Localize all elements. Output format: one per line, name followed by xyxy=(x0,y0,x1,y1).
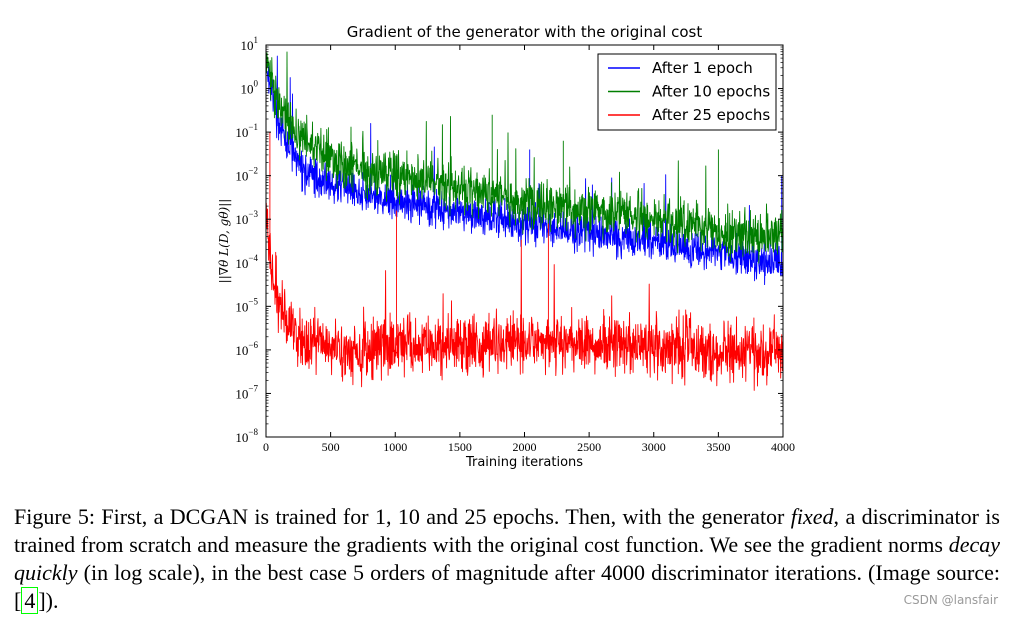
caption-text-1: Figure 5: First, a DCGAN is trained for … xyxy=(14,504,791,529)
caption-text-2: , a discriminator is trained from scratc… xyxy=(14,504,1000,557)
y-axis-label: ||∇θ L(D, gθ)|| xyxy=(217,199,231,284)
x-axis-label: Training iterations xyxy=(465,455,583,470)
x-tick-label: 2000 xyxy=(513,440,537,454)
x-tick-label: 500 xyxy=(322,440,340,454)
y-tick-label: 10−7 xyxy=(235,383,258,401)
caption-text-4: ]). xyxy=(38,588,59,613)
y-tick-label: 10−2 xyxy=(235,166,258,184)
y-tick-label: 10−3 xyxy=(235,209,258,227)
series-lines xyxy=(266,51,783,391)
caption-text-3: (in log scale), in the best case 5 order… xyxy=(14,560,1000,613)
x-tick-label: 3000 xyxy=(642,440,666,454)
chart-title: Gradient of the generator with the origi… xyxy=(347,23,703,41)
x-tick-label: 1500 xyxy=(448,440,472,454)
figure-caption: Figure 5: First, a DCGAN is trained for … xyxy=(14,503,1000,615)
y-tick-label: 101 xyxy=(241,35,259,53)
caption-fixed: fixed xyxy=(790,504,834,529)
x-tick-label: 1000 xyxy=(383,440,407,454)
x-tick-label: 2500 xyxy=(577,440,601,454)
y-tick-label: 10−1 xyxy=(235,122,258,140)
legend-label-2: After 10 epochs xyxy=(652,83,770,101)
legend-label-1: After 1 epoch xyxy=(652,59,753,77)
watermark: CSDN @lansfair xyxy=(903,593,998,607)
chart: 0 500 1000 1500 2000 2500 3000 3500 4000 101 100 10… xyxy=(217,23,795,470)
legend-label-3: After 25 epochs xyxy=(652,106,770,124)
y-tick-label: 10−6 xyxy=(235,340,258,358)
axes: 0 500 1000 1500 2000 2500 3000 3500 4000 101 100 10… xyxy=(217,23,795,470)
series-line-3 xyxy=(266,132,783,391)
y-tick-label: 10−5 xyxy=(235,296,258,314)
plot-area xyxy=(266,51,783,391)
series-line-2 xyxy=(266,51,783,264)
x-tick-label: 4000 xyxy=(771,440,795,454)
citation-link[interactable]: 4 xyxy=(21,587,39,614)
legend: After 1 epoch After 10 epochs After 25 epo… xyxy=(597,53,777,131)
x-tick-label: 0 xyxy=(263,440,269,454)
y-tick-label: 10−8 xyxy=(235,427,258,445)
x-tick-label: 3500 xyxy=(706,440,730,454)
y-tick-label: 10−4 xyxy=(235,253,258,271)
caption-decay: decay quickly xyxy=(14,532,1000,585)
y-tick-label: 100 xyxy=(241,79,259,97)
